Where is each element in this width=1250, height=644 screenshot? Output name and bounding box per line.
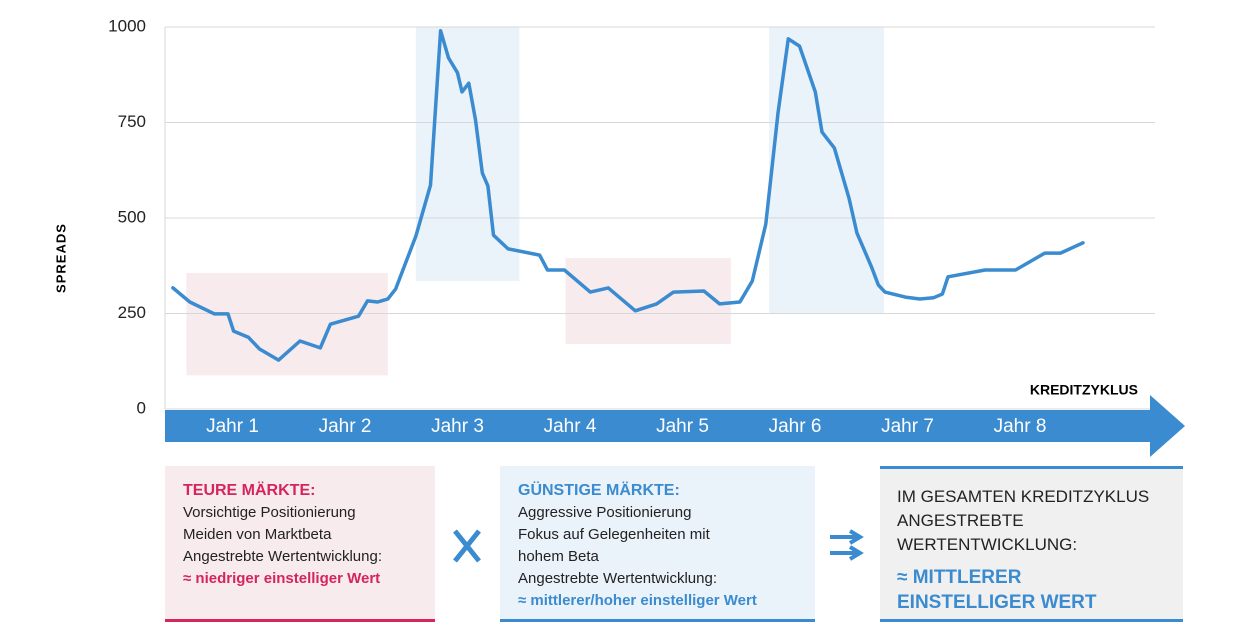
y-tick-label: 1000 [108, 16, 146, 35]
x-tick-label: Jahr 8 [994, 416, 1047, 437]
y-tick-label: 0 [137, 398, 146, 417]
x-tick-label: Jahr 7 [881, 416, 934, 437]
y-axis-label: SPREADS [53, 223, 68, 293]
times-symbol [453, 529, 481, 563]
x-tick-label: Jahr 5 [656, 416, 709, 437]
panel-line: hohem Beta [518, 548, 599, 565]
cheap-markets-panel: GÜNSTIGE MÄRKTE: Aggressive Positionierun… [500, 466, 815, 622]
panel-line: WERTENTWICKLUNG: [897, 535, 1078, 554]
panel-highlight: ≈ mittlerer/hoher einstelliger Wert [518, 592, 757, 609]
shaded-region [565, 258, 731, 345]
axis-arrow [165, 395, 1185, 457]
x-tick-label: Jahr 3 [431, 416, 484, 437]
x-tick-label: Jahr 4 [544, 416, 597, 437]
y-tick-label: 250 [118, 303, 146, 322]
panel-line: Meiden von Marktbeta [183, 526, 332, 543]
panel-line: ANGESTREBTE [897, 511, 1024, 530]
panel-highlight: ≈ MITTLERER [897, 567, 1022, 588]
x-tick-label: Jahr 1 [206, 416, 259, 437]
panel-line: Angestrebte Wertentwicklung: [518, 570, 717, 587]
y-tick-label: 750 [118, 112, 146, 131]
x-tick-label: Jahr 2 [319, 416, 372, 437]
shaded-region [186, 273, 388, 376]
panel-line: Vorsichtige Positionierung [183, 504, 356, 521]
panel-line: Angestrebte Wertentwicklung: [183, 548, 382, 565]
y-tick-label: 500 [118, 207, 146, 226]
shaded-region [769, 27, 884, 314]
panel-line: Aggressive Positionierung [518, 504, 692, 521]
x-tick-label: Jahr 6 [769, 416, 822, 437]
panel-highlight: EINSTELLIGER WERT [897, 592, 1097, 613]
implies-arrows [830, 529, 864, 561]
spread-line [171, 29, 1085, 362]
expensive-markets-panel: TEURE MÄRKTE: Vorsichtige Positionierung M… [165, 466, 435, 622]
panel-line: Fokus auf Gelegenheiten mit [518, 526, 710, 543]
x-axis-title: KREDITZYKLUS [1030, 382, 1138, 398]
panel-title: TEURE MÄRKTE: [183, 482, 316, 499]
panel-highlight: ≈ niedriger einstelliger Wert [183, 570, 381, 587]
panel-line: IM GESAMTEN KREDITZYKLUS [897, 487, 1150, 506]
panel-title: GÜNSTIGE MÄRKTE: [518, 482, 680, 499]
cycle-summary-panel: IM GESAMTEN KREDITZYKLUS ANGESTREBTE WERTE… [880, 466, 1183, 622]
